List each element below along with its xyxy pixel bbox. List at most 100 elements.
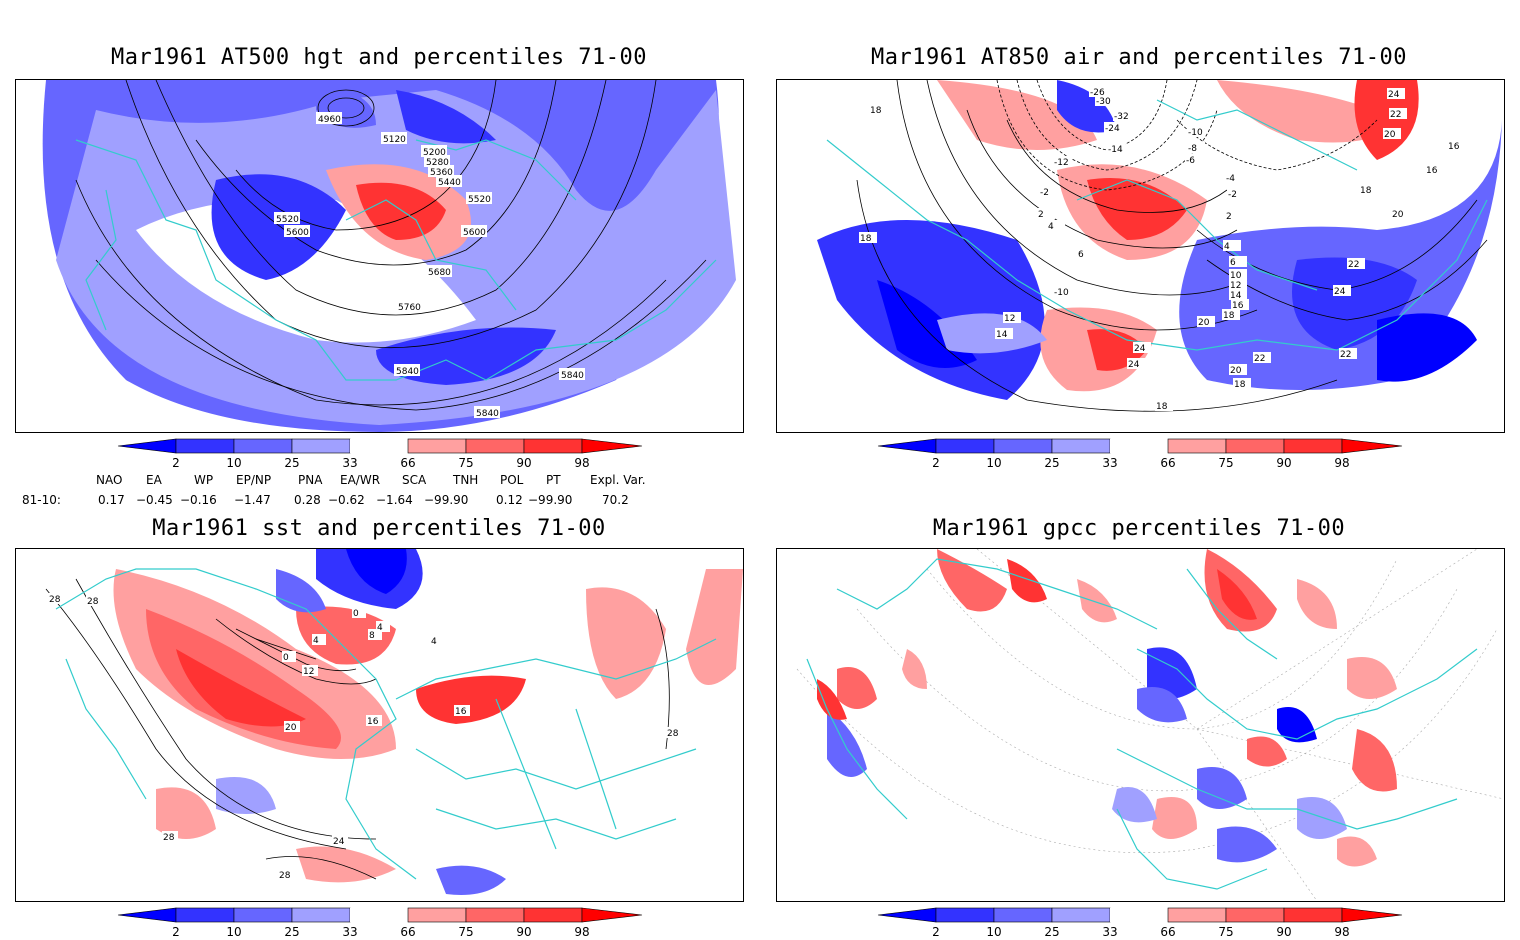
- svg-text:22: 22: [1348, 260, 1359, 270]
- svg-text:16: 16: [1448, 142, 1460, 152]
- svg-text:20: 20: [1392, 210, 1404, 220]
- svg-text:5600: 5600: [286, 228, 309, 238]
- svg-text:28: 28: [667, 729, 679, 739]
- colorbar-tick-label: 75: [1218, 456, 1233, 470]
- index-value: 70.2: [602, 493, 629, 507]
- colorbar-tick-label: 33: [342, 456, 357, 470]
- svg-text:28: 28: [49, 595, 61, 605]
- index-header: WP: [194, 473, 214, 487]
- svg-text:20: 20: [1384, 130, 1396, 140]
- svg-text:5200: 5200: [423, 148, 446, 158]
- index-header: Expl. Var.: [590, 473, 646, 487]
- svg-text:5120: 5120: [383, 135, 406, 145]
- colorbar-hgt500-svg: 2 10 25 33 66 75 90 98: [117, 438, 643, 470]
- colorbar-segment: [935, 438, 995, 454]
- svg-text:14: 14: [1230, 291, 1242, 301]
- svg-text:-6: -6: [1186, 156, 1195, 166]
- svg-text:4: 4: [431, 637, 437, 647]
- index-value: −0.16: [180, 493, 217, 507]
- colorbar-tick-label: 98: [1334, 925, 1349, 939]
- colorbar-tick-label: 2: [172, 456, 180, 470]
- index-value: −0.62: [328, 493, 365, 507]
- index-header: SCA: [402, 473, 427, 487]
- svg-text:28: 28: [163, 833, 175, 843]
- colorbar-segment: [117, 907, 177, 923]
- index-header: TNH: [453, 473, 479, 487]
- colorbar-segment: [935, 907, 995, 923]
- map-sst: 28 28 0 4 8 12 16 20 0 4 4 16 28 28 28 2…: [15, 548, 744, 902]
- colorbar-tick-label: 2: [172, 925, 180, 939]
- svg-text:5280: 5280: [426, 158, 449, 168]
- svg-text:16: 16: [367, 717, 379, 727]
- colorbar-tick-label: 2: [932, 456, 940, 470]
- colorbar-segment: [465, 907, 525, 923]
- colorbar-segment: [1225, 438, 1285, 454]
- svg-text:-14: -14: [1108, 145, 1123, 155]
- colorbar-tick-label: 66: [400, 925, 415, 939]
- svg-text:5760: 5760: [398, 303, 421, 313]
- colorbar-segment: [407, 438, 467, 454]
- colorbar-segment: [291, 438, 351, 454]
- svg-text:16: 16: [1426, 166, 1438, 176]
- map-air850-canvas: -26 -30 -32 -24 -14 -12 -10 -8 -6 -4 -2 …: [787, 80, 1502, 420]
- svg-text:24: 24: [333, 837, 345, 847]
- svg-text:12: 12: [1230, 281, 1241, 291]
- map-gpcc: [776, 548, 1505, 902]
- svg-text:-10: -10: [1054, 288, 1069, 298]
- index-value: 0.28: [294, 493, 321, 507]
- svg-text:4: 4: [313, 636, 319, 646]
- svg-text:6: 6: [1230, 258, 1236, 268]
- index-header: EA/WR: [340, 473, 381, 487]
- svg-text:-24: -24: [1105, 124, 1120, 134]
- svg-text:6: 6: [1078, 250, 1084, 260]
- panel-title-hgt500: Mar1961 AT500 hgt and percentiles 71-00: [110, 45, 648, 70]
- svg-text:4: 4: [1048, 222, 1054, 232]
- svg-text:18: 18: [1360, 186, 1372, 196]
- svg-text:5840: 5840: [476, 409, 499, 419]
- svg-text:-8: -8: [1188, 144, 1197, 154]
- index-header: POL: [500, 473, 524, 487]
- svg-text:8: 8: [369, 631, 375, 641]
- colorbar-tick-label: 10: [986, 456, 1001, 470]
- colorbar-segment: [350, 908, 408, 922]
- contour-labels-sst: 28 28 0 4 8 12 16 20 0 4 4 16 28 28 28 2…: [48, 593, 682, 881]
- colorbar-tick-label: 10: [986, 925, 1001, 939]
- colorbar-segment: [993, 438, 1053, 454]
- svg-text:22: 22: [1254, 354, 1265, 364]
- svg-text:-2: -2: [1040, 188, 1049, 198]
- colorbar-tick-label: 66: [400, 456, 415, 470]
- colorbar-tick-label: 10: [226, 925, 241, 939]
- colorbar-tick-label: 25: [1044, 925, 1059, 939]
- map-hgt500: 4960 5120 5200 5280 5360 5440 5520 5520 …: [15, 79, 744, 433]
- colorbar-tick-label: 2: [932, 925, 940, 939]
- colorbar-gpcc: 2 10 25 33 66 75 90 98: [877, 907, 1403, 940]
- svg-text:4: 4: [377, 623, 383, 633]
- svg-text:12: 12: [1004, 314, 1015, 324]
- svg-text:22: 22: [1340, 350, 1351, 360]
- colorbar-segment: [1283, 907, 1343, 923]
- svg-text:-32: -32: [1114, 112, 1129, 122]
- svg-text:4960: 4960: [318, 115, 341, 125]
- svg-text:0: 0: [353, 609, 359, 619]
- colorbar-segment: [523, 438, 583, 454]
- index-row-label: 81-10:: [22, 493, 61, 507]
- svg-text:18: 18: [1234, 380, 1246, 390]
- svg-text:-30: -30: [1096, 97, 1111, 107]
- index-value: −99.90: [424, 493, 469, 507]
- colorbar-tick-label: 75: [1218, 925, 1233, 939]
- colorbar-segment: [1110, 908, 1168, 922]
- colorbar-segment: [291, 907, 351, 923]
- svg-text:-4: -4: [1226, 174, 1235, 184]
- colorbar-segment: [407, 907, 467, 923]
- colorbar-segment: [1341, 907, 1403, 923]
- svg-text:16: 16: [455, 707, 467, 717]
- svg-text:20: 20: [1230, 366, 1242, 376]
- index-value: −1.64: [376, 493, 413, 507]
- colorbar-tick-label: 25: [284, 456, 299, 470]
- colorbar-tick-label: 98: [574, 925, 589, 939]
- colorbar-segment: [233, 907, 293, 923]
- colorbar-segment: [1051, 438, 1111, 454]
- panel-title-gpcc: Mar1961 gpcc percentiles 71-00: [932, 516, 1346, 541]
- colorbar-air850-svg: 2 10 25 33 66 75 90 98: [877, 438, 1403, 470]
- colorbar-segment: [175, 438, 235, 454]
